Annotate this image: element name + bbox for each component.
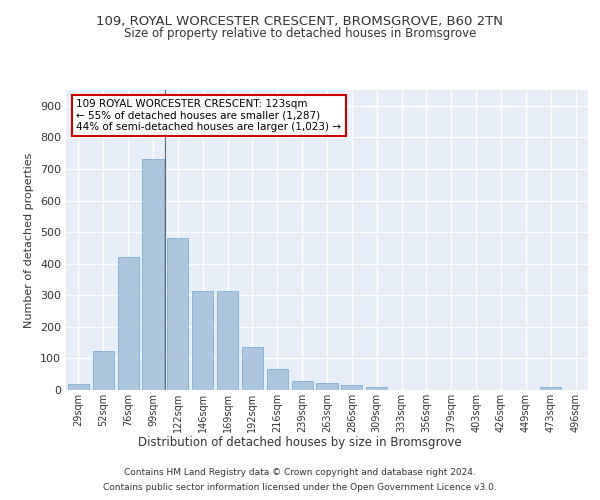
Bar bbox=[267, 370, 288, 390]
Text: 109 ROYAL WORCESTER CRESCENT: 123sqm
← 55% of detached houses are smaller (1,287: 109 ROYAL WORCESTER CRESCENT: 123sqm ← 5… bbox=[76, 99, 341, 132]
Bar bbox=[217, 290, 238, 390]
Bar bbox=[366, 388, 387, 390]
Bar bbox=[316, 383, 338, 390]
Bar bbox=[341, 386, 362, 390]
Bar bbox=[167, 238, 188, 390]
Text: 109, ROYAL WORCESTER CRESCENT, BROMSGROVE, B60 2TN: 109, ROYAL WORCESTER CRESCENT, BROMSGROV… bbox=[97, 15, 503, 28]
Text: Distribution of detached houses by size in Bromsgrove: Distribution of detached houses by size … bbox=[138, 436, 462, 449]
Bar bbox=[118, 258, 139, 390]
Y-axis label: Number of detached properties: Number of detached properties bbox=[25, 152, 34, 328]
Bar bbox=[292, 381, 313, 390]
Bar bbox=[93, 350, 114, 390]
Text: Size of property relative to detached houses in Bromsgrove: Size of property relative to detached ho… bbox=[124, 28, 476, 40]
Bar bbox=[540, 387, 561, 390]
Bar bbox=[142, 160, 164, 390]
Bar bbox=[192, 290, 213, 390]
Bar bbox=[242, 348, 263, 390]
Text: Contains HM Land Registry data © Crown copyright and database right 2024.: Contains HM Land Registry data © Crown c… bbox=[124, 468, 476, 477]
Text: Contains public sector information licensed under the Open Government Licence v3: Contains public sector information licen… bbox=[103, 483, 497, 492]
Bar bbox=[68, 384, 89, 390]
